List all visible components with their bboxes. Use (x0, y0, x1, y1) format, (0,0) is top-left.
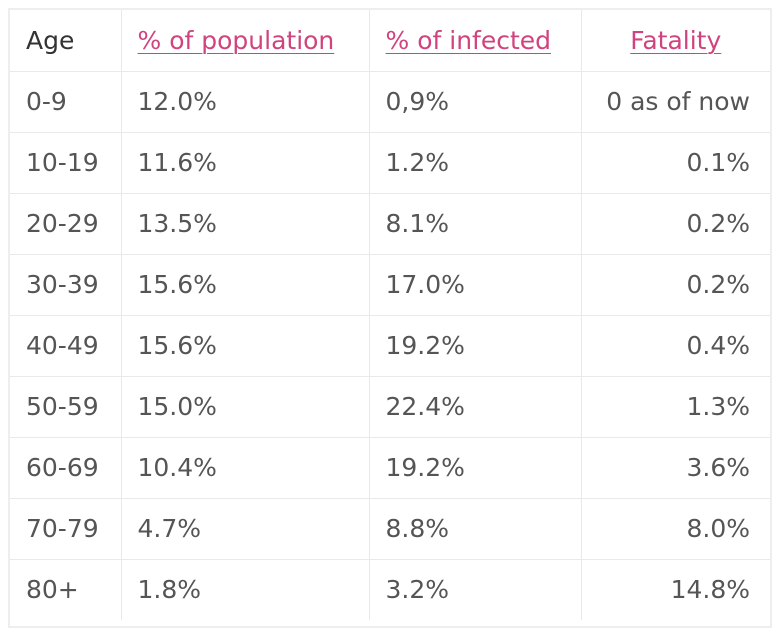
table-row: 10-19 11.6% 1.2% 0.1% (10, 132, 770, 194)
cell-population: 15.6% (121, 315, 370, 377)
cell-age: 70-79 (10, 498, 122, 560)
header-infected: % of infected (369, 10, 582, 72)
cell-fatality: 14.8% (670, 575, 750, 605)
cell-fatality: 0.2% (581, 193, 770, 255)
cell-fatality: 1.3% (581, 376, 770, 438)
cell-fatality: 8.0% (581, 498, 770, 560)
cell-infected: 19.2% (369, 315, 582, 377)
cell-infected: 1.2% (369, 132, 582, 194)
cell-population: 11.6% (121, 132, 370, 194)
table-header-row: Age % of population % of infected Fatali… (10, 10, 770, 72)
sort-fatality-link[interactable]: Fatality (630, 25, 722, 55)
cell-population: 13.5% (121, 193, 370, 255)
cell-age: 0-9 (10, 71, 122, 133)
table-row: 40-49 15.6% 19.2% 0.4% (10, 315, 770, 377)
sort-population-link[interactable]: % of population (137, 25, 335, 55)
cell-population: 4.7% (121, 498, 370, 560)
cell-age: 10-19 (10, 132, 122, 194)
cell-infected: 19.2% (369, 437, 582, 499)
cell-age: 20-29 (10, 193, 122, 255)
cell-infected: 3.2% (369, 559, 582, 620)
table-row: 20-29 13.5% 8.1% 0.2% (10, 193, 770, 255)
cell-age: 50-59 (10, 376, 122, 438)
cell-age: 60-69 (10, 437, 122, 499)
table-row: 0-9 12.0% 0,9% 0 as of now (10, 71, 770, 133)
cell-fatality: 0.2% (581, 254, 770, 316)
cell-fatality: 0.4% (581, 315, 770, 377)
cell-age: 80+ (10, 559, 122, 620)
cell-fatality: 3.6% (581, 437, 770, 499)
table-row: 50-59 15.0% 22.4% 1.3% (10, 376, 770, 438)
cell-population: 10.4% (121, 437, 370, 499)
table-row: 60-69 10.4% 19.2% 3.6% (10, 437, 770, 499)
cell-infected: 17.0% (369, 254, 582, 316)
cell-population: 15.0% (121, 376, 370, 438)
header-population: % of population (121, 10, 370, 72)
cell-fatality: 0.1% (581, 132, 770, 194)
table-row: 30-39 15.6% 17.0% 0.2% (10, 254, 770, 316)
cell-infected: 8.8% (369, 498, 582, 560)
cell-population: 15.6% (121, 254, 370, 316)
cell-age: 40-49 (10, 315, 122, 377)
age-statistics-table: Age % of population % of infected Fatali… (10, 10, 770, 620)
header-age: Age (10, 10, 122, 72)
header-fatality: Fatality (581, 10, 770, 72)
sort-infected-link[interactable]: % of infected (385, 25, 552, 55)
cell-fatality: 0 as of now (581, 71, 770, 133)
cell-population: 12.0% (121, 71, 370, 133)
cell-infected: 8.1% (369, 193, 582, 255)
table-frame: Age % of population % of infected Fatali… (8, 8, 772, 628)
cell-population: 1.8% (121, 559, 370, 620)
table-row: 80+ 1.8% 3.2% 14.8% (10, 559, 770, 620)
cell-infected: 0,9% (369, 71, 582, 133)
table-row: 70-79 4.7% 8.8% 8.0% (10, 498, 770, 560)
cell-age: 30-39 (10, 254, 122, 316)
cell-infected: 22.4% (369, 376, 582, 438)
